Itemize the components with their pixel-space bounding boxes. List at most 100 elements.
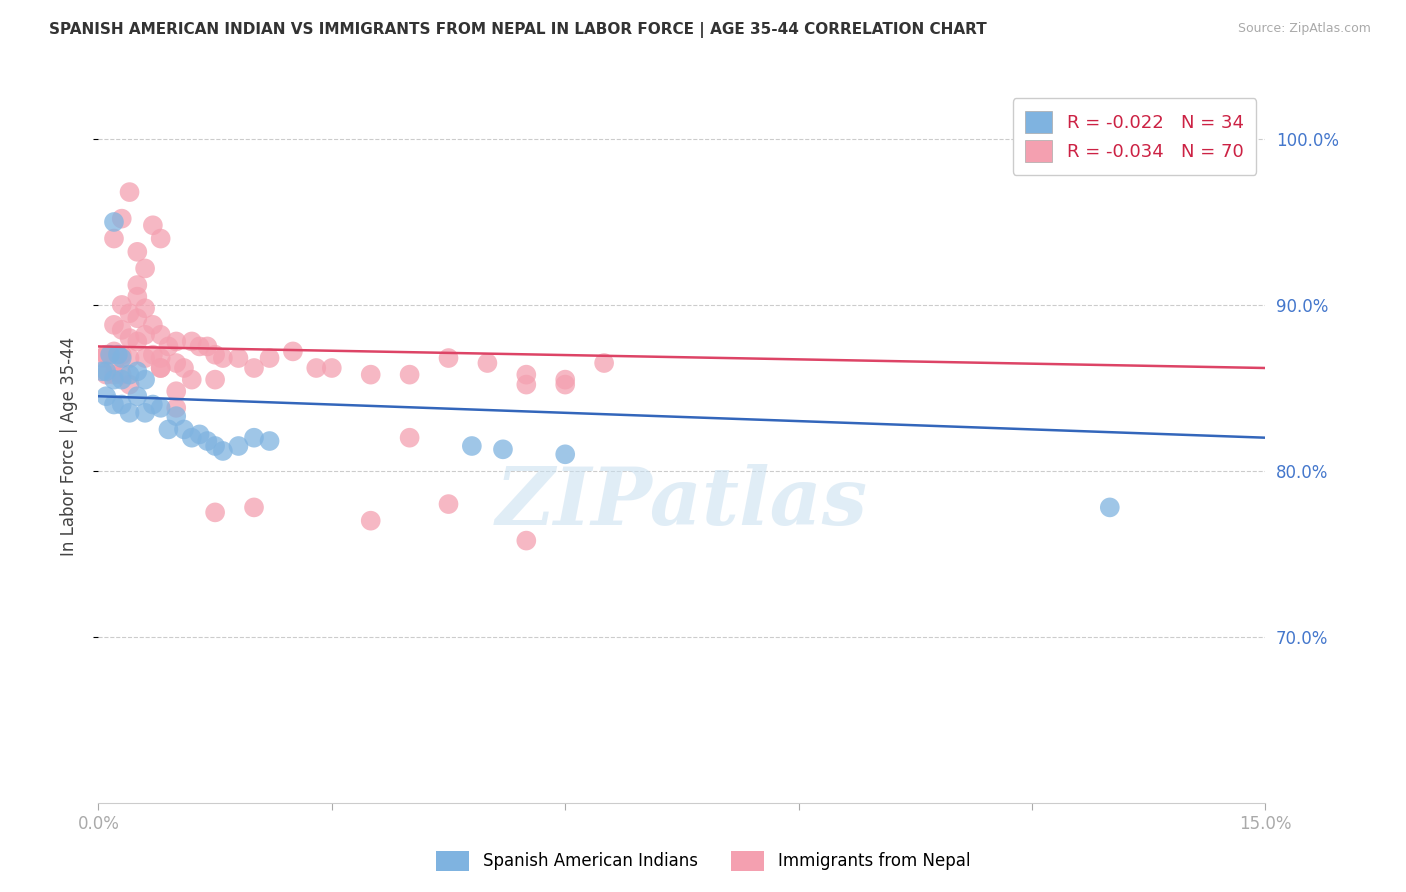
- Point: [134, 261, 156, 276]
- Point: [243, 431, 266, 445]
- Point: [165, 401, 187, 415]
- Point: [157, 339, 180, 353]
- Point: [195, 339, 218, 353]
- Point: [118, 185, 141, 199]
- Point: [180, 431, 202, 445]
- Point: [204, 439, 226, 453]
- Point: [188, 427, 211, 442]
- Point: [165, 356, 187, 370]
- Point: [98, 348, 121, 362]
- Point: [96, 348, 118, 362]
- Point: [103, 344, 125, 359]
- Point: [593, 356, 616, 370]
- Point: [103, 373, 125, 387]
- Point: [96, 389, 118, 403]
- Point: [134, 327, 156, 342]
- Point: [111, 368, 134, 382]
- Point: [305, 361, 328, 376]
- Point: [111, 348, 134, 362]
- Point: [111, 298, 134, 312]
- Point: [96, 348, 118, 362]
- Point: [321, 361, 343, 376]
- Point: [91, 364, 114, 378]
- Point: [281, 344, 304, 359]
- Point: [118, 306, 141, 320]
- Point: [111, 397, 134, 411]
- Point: [134, 301, 156, 316]
- Point: [188, 339, 211, 353]
- Point: [91, 351, 114, 365]
- Point: [103, 231, 125, 245]
- Point: [127, 290, 149, 304]
- Point: [142, 318, 165, 332]
- Point: [142, 348, 165, 362]
- Point: [204, 348, 226, 362]
- Point: [228, 351, 250, 365]
- Text: SPANISH AMERICAN INDIAN VS IMMIGRANTS FROM NEPAL IN LABOR FORCE | AGE 35-44 CORR: SPANISH AMERICAN INDIAN VS IMMIGRANTS FR…: [49, 22, 987, 38]
- Point: [173, 422, 195, 436]
- Point: [360, 514, 382, 528]
- Point: [103, 368, 125, 382]
- Point: [477, 356, 499, 370]
- Point: [134, 406, 156, 420]
- Point: [461, 439, 484, 453]
- Point: [149, 231, 172, 245]
- Point: [212, 444, 235, 458]
- Point: [157, 422, 180, 436]
- Text: ZIPatlas: ZIPatlas: [496, 465, 868, 541]
- Point: [180, 373, 202, 387]
- Point: [111, 373, 134, 387]
- Point: [398, 431, 420, 445]
- Point: [1098, 500, 1121, 515]
- Point: [165, 384, 187, 399]
- Point: [554, 447, 576, 461]
- Point: [437, 351, 460, 365]
- Point: [204, 373, 226, 387]
- Point: [96, 364, 118, 378]
- Point: [149, 361, 172, 376]
- Legend: Spanish American Indians, Immigrants from Nepal: Spanish American Indians, Immigrants fro…: [427, 842, 979, 880]
- Point: [149, 361, 172, 376]
- Point: [515, 377, 537, 392]
- Point: [127, 389, 149, 403]
- Point: [111, 351, 134, 365]
- Point: [204, 505, 226, 519]
- Point: [127, 244, 149, 259]
- Point: [118, 368, 141, 382]
- Point: [180, 334, 202, 349]
- Point: [118, 331, 141, 345]
- Point: [134, 373, 156, 387]
- Point: [228, 439, 250, 453]
- Point: [103, 356, 125, 370]
- Point: [107, 348, 129, 362]
- Point: [142, 219, 165, 233]
- Point: [127, 334, 149, 349]
- Point: [243, 361, 266, 376]
- Point: [515, 533, 537, 548]
- Point: [243, 500, 266, 515]
- Point: [515, 368, 537, 382]
- Point: [165, 334, 187, 349]
- Point: [127, 364, 149, 378]
- Point: [118, 406, 141, 420]
- Point: [142, 397, 165, 411]
- Point: [259, 434, 281, 448]
- Point: [103, 318, 125, 332]
- Point: [360, 368, 382, 382]
- Point: [118, 377, 141, 392]
- Point: [437, 497, 460, 511]
- Text: Source: ZipAtlas.com: Source: ZipAtlas.com: [1237, 22, 1371, 36]
- Point: [103, 215, 125, 229]
- Point: [212, 351, 235, 365]
- Point: [134, 351, 156, 365]
- Point: [165, 409, 187, 424]
- Point: [149, 327, 172, 342]
- Point: [127, 278, 149, 293]
- Point: [554, 373, 576, 387]
- Point: [259, 351, 281, 365]
- Point: [398, 368, 420, 382]
- Point: [96, 368, 118, 382]
- Point: [103, 397, 125, 411]
- Point: [149, 351, 172, 365]
- Point: [195, 434, 218, 448]
